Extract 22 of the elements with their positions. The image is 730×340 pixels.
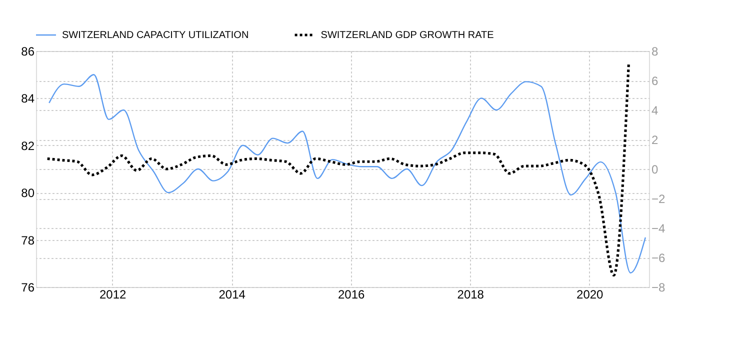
legend-label: SWITZERLAND GDP GROWTH RATE (320, 30, 494, 41)
y2-tick-label: −8 (652, 280, 666, 294)
y2-tick-label: 2 (652, 133, 658, 147)
y-tick-label: 82 (21, 138, 35, 153)
y2-tick-label: 8 (652, 44, 658, 58)
y2-tick-label: 6 (652, 74, 658, 88)
y-tick-label: 76 (21, 280, 35, 294)
y2-tick-label: 4 (652, 104, 658, 118)
y2-tick-label: −2 (652, 192, 666, 206)
x-tick-label: 2014 (218, 288, 246, 302)
y-tick-label: 80 (21, 186, 35, 200)
y-tick-label: 84 (21, 92, 35, 106)
y2-tick-label: −4 (652, 222, 666, 236)
x-tick-label: 2012 (99, 288, 126, 302)
x-tick-label: 2020 (576, 288, 604, 302)
x-tick-label: 2018 (457, 288, 484, 302)
legend-label: SWITZERLAND CAPACITY UTILIZATION (62, 30, 249, 41)
y2-tick-label: 0 (652, 162, 658, 176)
x-tick-label: 2016 (338, 288, 366, 302)
y-tick-label: 78 (21, 233, 35, 248)
y-tick-label: 86 (21, 44, 35, 58)
y2-tick-label: −6 (652, 251, 666, 265)
